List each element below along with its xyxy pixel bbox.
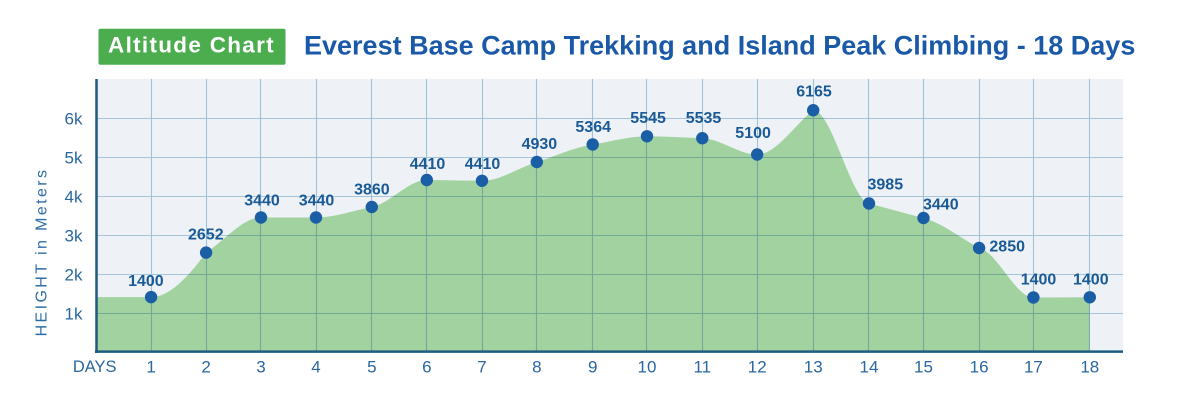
svg-text:4k: 4k [65, 187, 83, 206]
svg-text:3985: 3985 [868, 177, 904, 194]
svg-text:3440: 3440 [923, 197, 959, 214]
svg-text:9: 9 [588, 357, 597, 376]
svg-text:12: 12 [748, 357, 767, 376]
svg-text:5k: 5k [65, 148, 83, 167]
svg-text:1400: 1400 [1021, 272, 1057, 289]
svg-text:5535: 5535 [686, 110, 722, 127]
svg-text:3440: 3440 [299, 193, 335, 210]
svg-text:5100: 5100 [735, 125, 771, 142]
svg-text:6: 6 [422, 357, 431, 376]
svg-text:13: 13 [804, 357, 823, 376]
svg-text:18: 18 [1080, 357, 1099, 376]
svg-text:6165: 6165 [796, 83, 832, 100]
svg-text:5: 5 [367, 357, 376, 376]
svg-text:10: 10 [638, 357, 657, 376]
svg-text:3440: 3440 [244, 193, 280, 210]
svg-text:2k: 2k [65, 265, 83, 284]
svg-text:3860: 3860 [354, 181, 390, 198]
svg-text:4410: 4410 [410, 156, 446, 173]
svg-text:2: 2 [201, 357, 210, 376]
svg-text:1: 1 [146, 357, 155, 376]
svg-text:3: 3 [256, 357, 265, 376]
svg-text:Everest Base Camp Trekking and: Everest Base Camp Trekking and Island Pe… [304, 30, 1135, 60]
svg-text:4: 4 [311, 357, 320, 376]
svg-text:6k: 6k [65, 109, 83, 128]
svg-text:1400: 1400 [1073, 272, 1109, 289]
svg-text:11: 11 [693, 357, 711, 376]
svg-text:3k: 3k [65, 226, 83, 245]
svg-text:2652: 2652 [188, 226, 224, 243]
svg-text:1400: 1400 [128, 273, 164, 290]
svg-text:17: 17 [1024, 357, 1043, 376]
svg-text:Altitude Chart: Altitude Chart [108, 33, 275, 58]
svg-text:1k: 1k [65, 304, 83, 323]
svg-text:7: 7 [477, 357, 486, 376]
svg-text:DAYS: DAYS [73, 358, 117, 376]
svg-text:4410: 4410 [465, 156, 501, 173]
svg-text:HEIGHT in Meters: HEIGHT in Meters [34, 168, 51, 337]
svg-text:5545: 5545 [630, 110, 666, 127]
svg-text:5364: 5364 [575, 119, 611, 136]
svg-text:4930: 4930 [522, 136, 558, 153]
svg-text:2850: 2850 [989, 239, 1025, 256]
svg-text:14: 14 [860, 357, 879, 376]
svg-text:16: 16 [970, 357, 989, 376]
svg-text:8: 8 [532, 357, 541, 376]
svg-text:15: 15 [914, 357, 933, 376]
